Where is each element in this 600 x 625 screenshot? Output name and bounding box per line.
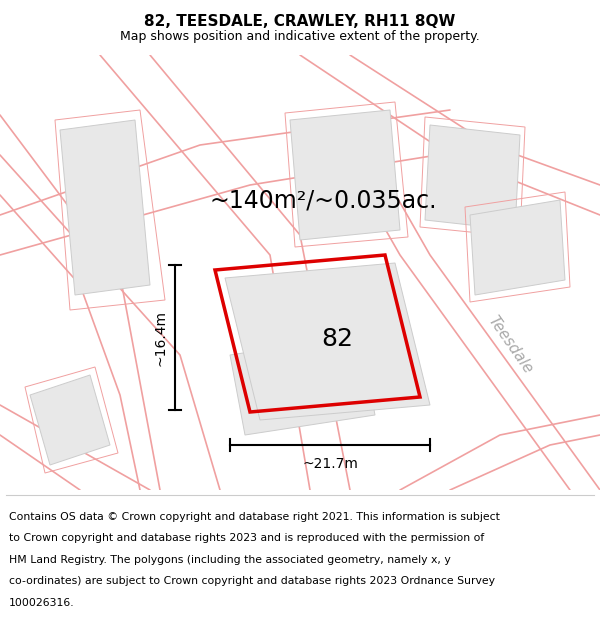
- Polygon shape: [30, 375, 110, 465]
- Text: Map shows position and indicative extent of the property.: Map shows position and indicative extent…: [120, 30, 480, 43]
- Text: HM Land Registry. The polygons (including the associated geometry, namely x, y: HM Land Registry. The polygons (includin…: [9, 555, 451, 565]
- Polygon shape: [230, 335, 375, 435]
- Text: ~140m²/~0.035ac.: ~140m²/~0.035ac.: [210, 188, 437, 212]
- Text: Contains OS data © Crown copyright and database right 2021. This information is : Contains OS data © Crown copyright and d…: [9, 512, 500, 522]
- Polygon shape: [470, 200, 565, 295]
- Text: to Crown copyright and database rights 2023 and is reproduced with the permissio: to Crown copyright and database rights 2…: [9, 533, 484, 543]
- Polygon shape: [290, 110, 400, 240]
- Polygon shape: [425, 125, 520, 230]
- Polygon shape: [60, 120, 150, 295]
- Text: ~16.4m: ~16.4m: [153, 309, 167, 366]
- Text: 82, TEESDALE, CRAWLEY, RH11 8QW: 82, TEESDALE, CRAWLEY, RH11 8QW: [145, 14, 455, 29]
- Text: Teesdale: Teesdale: [485, 313, 535, 377]
- Polygon shape: [225, 263, 430, 420]
- Text: co-ordinates) are subject to Crown copyright and database rights 2023 Ordnance S: co-ordinates) are subject to Crown copyr…: [9, 576, 495, 586]
- Text: 100026316.: 100026316.: [9, 598, 74, 608]
- Text: ~21.7m: ~21.7m: [302, 457, 358, 471]
- Text: 82: 82: [322, 326, 353, 351]
